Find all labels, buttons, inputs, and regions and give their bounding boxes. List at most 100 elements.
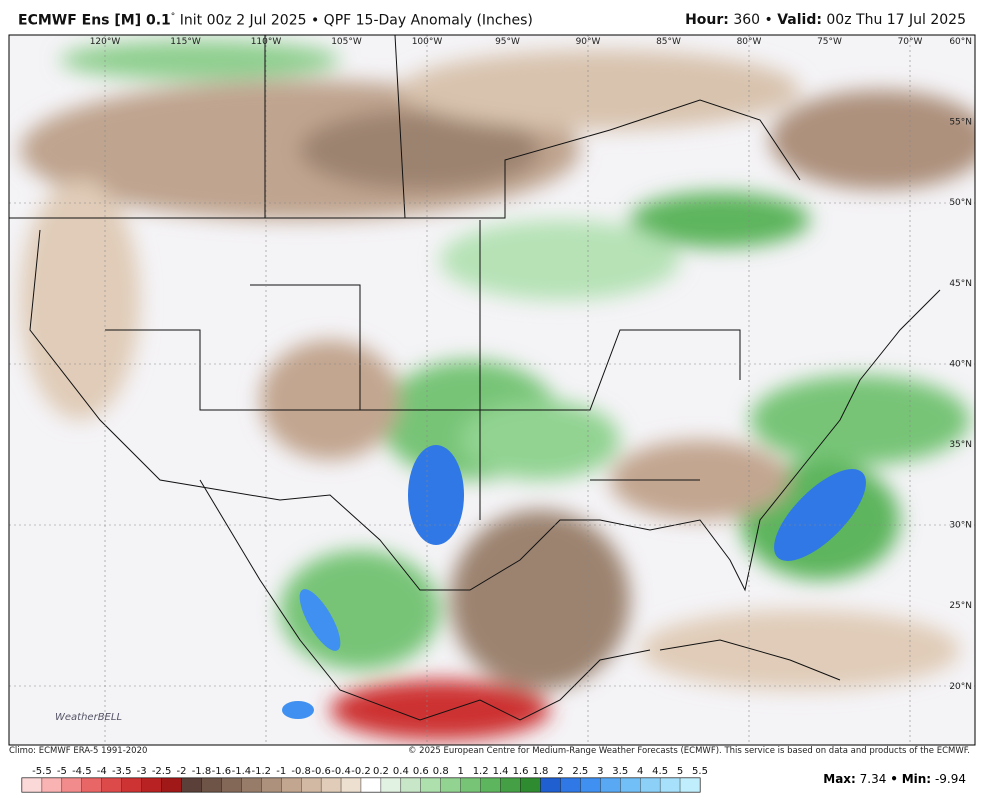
latitude-label: 60°N	[949, 37, 972, 47]
colorbar-label: 1.2	[473, 766, 489, 777]
cuba	[659, 639, 841, 681]
colorbar-bin	[301, 777, 322, 793]
min: -9.94	[934, 772, 966, 786]
colorbar-label: 3.5	[612, 766, 628, 777]
colorbar-label: -0.6	[311, 766, 331, 777]
colorbar-label: -4.5	[72, 766, 92, 777]
colorbar-label: -1	[276, 766, 286, 777]
colorbar-bin	[540, 777, 561, 793]
colorbar-label: 2	[557, 766, 563, 777]
colorbar-label: 4	[637, 766, 643, 777]
colorbar-bin	[400, 777, 421, 793]
colorbar-bin	[121, 777, 142, 793]
longitude-label: 85°W	[656, 37, 681, 47]
colorbar-bin	[241, 777, 262, 793]
colorbar-label: -5.5	[32, 766, 52, 777]
colorbar-bin	[679, 777, 701, 793]
wet-anomaly	[408, 445, 464, 545]
hour: 360 •	[728, 12, 778, 28]
wet-anomaly	[282, 701, 314, 719]
colorbar-bin	[500, 777, 521, 793]
colorbar-bin	[560, 777, 581, 793]
colorbar-bin	[21, 777, 43, 793]
colorbar-bin	[640, 777, 661, 793]
colorbar-label: 1.8	[533, 766, 549, 777]
colorbar-label: -1.4	[232, 766, 252, 777]
max: 7.34	[859, 772, 887, 786]
colorbar-label: -0.2	[351, 766, 371, 777]
max-label: Max:	[823, 772, 856, 786]
border	[264, 35, 406, 219]
map-frame	[8, 34, 976, 746]
boundaries	[9, 35, 941, 721]
colorbar-bin	[480, 777, 501, 793]
colorbar-label: 5.5	[692, 766, 708, 777]
hour-label: Hour:	[685, 12, 729, 28]
valid: 00z Thu 17 Jul 2025	[821, 12, 966, 28]
colorbar-label: 0.2	[373, 766, 389, 777]
colorbar-bin	[659, 777, 681, 793]
shading	[20, 40, 975, 740]
latitude-label: 40°N	[949, 359, 972, 369]
colorbar-label: 5	[677, 766, 683, 777]
colorbar-bin	[101, 777, 122, 793]
colorbar-label: -0.4	[331, 766, 351, 777]
colorbar-bin	[360, 777, 382, 793]
colorbar-bin	[520, 777, 541, 793]
colorbar-bin	[81, 777, 102, 793]
max-min: Max: 7.34 • Min: -9.94	[823, 772, 966, 786]
colorbar-bin	[61, 777, 82, 793]
latitude-label: 45°N	[949, 279, 972, 289]
colorbar-label: -1.8	[192, 766, 212, 777]
colorbar-bin	[380, 777, 402, 793]
colorbar-bin	[221, 777, 242, 793]
climo: Climo: ECMWF ERA-5 1991-2020	[9, 746, 148, 756]
colorbar-label: 0.6	[413, 766, 429, 777]
longitude-label: 70°W	[898, 37, 923, 47]
wet-anomaly	[774, 469, 866, 561]
colorbar-label: -3.5	[112, 766, 132, 777]
longitude-label: 90°W	[576, 37, 601, 47]
colorbar-bin	[580, 777, 601, 793]
wet-anomaly	[299, 589, 341, 651]
longitude-label: 120°W	[90, 37, 121, 47]
coast	[29, 229, 941, 592]
colorbar-bin	[181, 777, 202, 793]
colorbar-label: -2	[177, 766, 187, 777]
model: ECMWF Ens [M] 0.1	[18, 12, 171, 29]
border	[9, 99, 801, 219]
colorbar-label: -3	[137, 766, 147, 777]
colorbar-label: 2.5	[572, 766, 588, 777]
valid-label: Valid:	[777, 12, 822, 28]
colorbar-label: -2.5	[152, 766, 172, 777]
colorbar-label: -1.2	[252, 766, 272, 777]
latitude-label: 30°N	[949, 521, 972, 531]
colorbar-bin	[420, 777, 441, 793]
colorbar-label: -0.8	[291, 766, 311, 777]
colorbar-label: 1.4	[493, 766, 509, 777]
longitude-label: 95°W	[495, 37, 520, 47]
degree: °	[170, 12, 176, 22]
colorbar-bin	[261, 777, 282, 793]
colorbar-label: 1.6	[513, 766, 529, 777]
colorbar-bin	[340, 777, 362, 793]
colorbar-bin	[440, 777, 461, 793]
colorbar-label: 0.8	[433, 766, 449, 777]
longitude-label: 75°W	[817, 37, 842, 47]
coast	[199, 479, 651, 721]
latitude-label: 55°N	[949, 118, 972, 128]
credit: © 2025 European Centre for Medium-Range …	[407, 746, 970, 756]
anomaly-field	[9, 35, 975, 745]
longitude-label: 115°W	[170, 37, 201, 47]
longitude-label: 110°W	[251, 37, 282, 47]
colorbar-bin	[281, 777, 302, 793]
colorbar-label: -5	[57, 766, 67, 777]
colorbar-label: -4	[97, 766, 107, 777]
colorbar-bin	[320, 777, 342, 793]
separator: •	[890, 772, 898, 786]
colorbar-bin	[201, 777, 222, 793]
colorbar-bin	[460, 777, 481, 793]
colorbar-bin	[620, 777, 641, 793]
